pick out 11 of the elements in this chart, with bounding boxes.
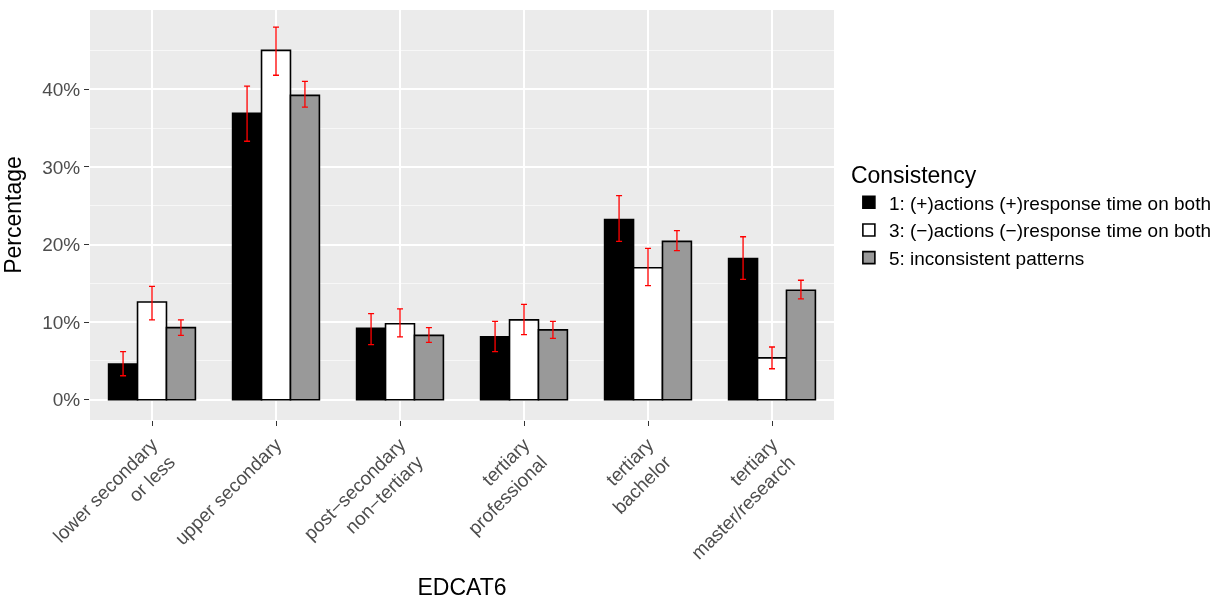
y-tick-label: 30%: [42, 156, 81, 178]
legend-label: 1: (+)actions (+)response time on both: [888, 192, 1211, 214]
legend-label: 5: inconsistent patterns: [888, 248, 1085, 270]
legend-label: 3: (−)actions (−)response time on both: [888, 220, 1211, 242]
y-tick-label: 40%: [42, 78, 81, 100]
y-tick-label: 20%: [42, 234, 81, 256]
legend-title: Consistency: [850, 162, 977, 189]
y-tick-label: 0%: [52, 389, 81, 411]
x-axis-title: EDCAT6: [417, 573, 507, 600]
y-tick-label: 10%: [42, 311, 81, 333]
y-axis-title: Percentage: [0, 156, 26, 274]
